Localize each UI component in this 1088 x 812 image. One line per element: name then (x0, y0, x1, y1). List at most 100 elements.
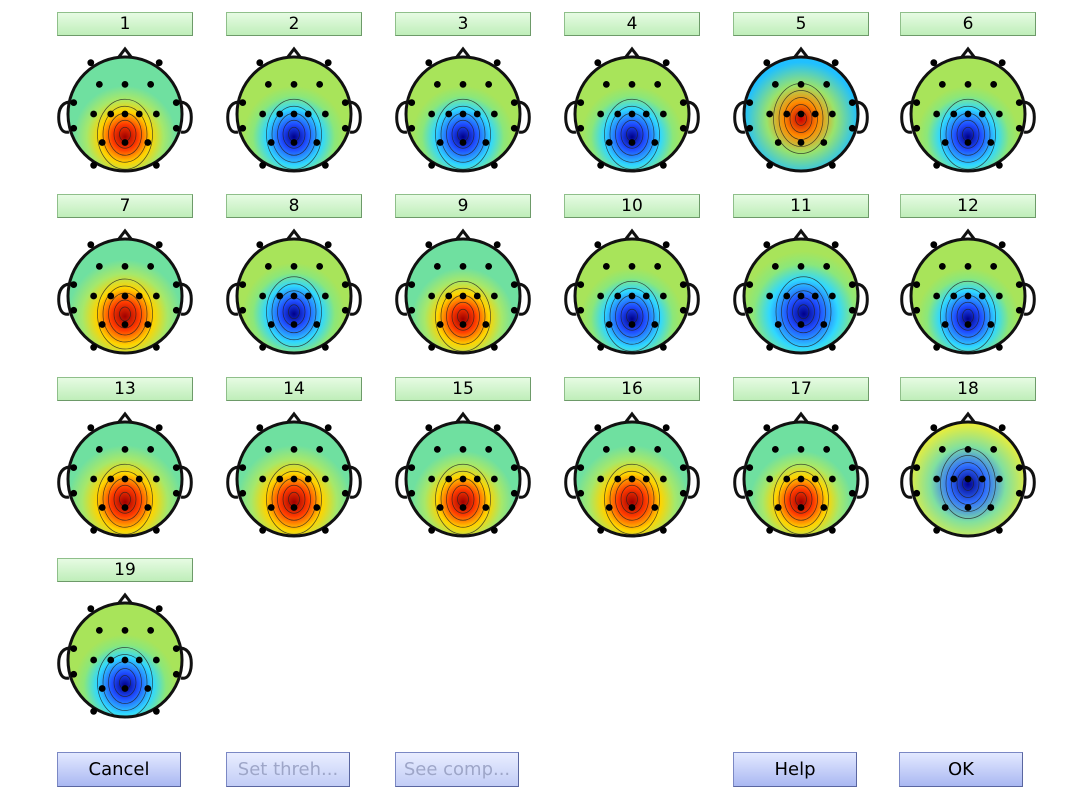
ok-button[interactable]: OK (899, 752, 1023, 787)
component-button-5[interactable]: 5 (733, 12, 869, 36)
electrode-dot (763, 59, 771, 67)
component-button-16[interactable]: 16 (564, 377, 700, 401)
electrode-dot (628, 321, 636, 328)
contour-line (282, 484, 306, 514)
contour-line (604, 280, 660, 352)
electrode-dot (998, 241, 1006, 249)
contour-line (102, 470, 148, 528)
electrode-dot (121, 504, 129, 511)
component-button-7[interactable]: 7 (57, 194, 193, 218)
electrode-dot (152, 343, 160, 351)
nose-outline (792, 411, 810, 424)
scalp-map-14[interactable] (226, 411, 362, 547)
electrode-dot (239, 99, 247, 106)
scalp-map-6[interactable] (900, 46, 1036, 182)
ear-outline (687, 100, 700, 134)
component-button-19[interactable]: 19 (57, 558, 193, 582)
scalp-map-5[interactable] (733, 46, 869, 182)
component-button-17[interactable]: 17 (733, 377, 869, 401)
scalp-map-15[interactable] (395, 411, 531, 547)
component-button-13[interactable]: 13 (57, 377, 193, 401)
scalp-map-1[interactable] (57, 46, 193, 182)
ear-outline (856, 100, 869, 134)
electrode-dot (428, 161, 436, 169)
electrode-dot (941, 139, 949, 146)
electrode-dot (90, 292, 98, 300)
component-button-8[interactable]: 8 (226, 194, 362, 218)
component-button-1[interactable]: 1 (57, 12, 193, 36)
component-button-6[interactable]: 6 (900, 12, 1036, 36)
electrode-dot (304, 475, 312, 483)
electrode-dot (679, 281, 687, 288)
scalp-map-12[interactable] (900, 228, 1036, 364)
scalp-map-11[interactable] (733, 228, 869, 364)
contour-line (945, 105, 991, 163)
electrode-dot (913, 489, 921, 497)
contour-line (789, 484, 813, 514)
scalp-map-2[interactable] (226, 46, 362, 182)
electrode-dot (90, 526, 98, 534)
electrode-dot (267, 139, 275, 146)
scalp-map-18[interactable] (900, 411, 1036, 547)
electrode-dot (172, 464, 180, 471)
electrode-dot (408, 99, 416, 106)
electrode-dot (147, 445, 155, 453)
component-button-18[interactable]: 18 (900, 377, 1036, 401)
electrode-dot (659, 526, 667, 534)
ear-outline (518, 282, 531, 316)
scalp-map-4[interactable] (564, 46, 700, 182)
contour-line (797, 304, 810, 320)
electrode-dot (493, 424, 501, 432)
scalp-map-10[interactable] (564, 228, 700, 364)
help-button[interactable]: Help (733, 752, 857, 787)
electrode-dot (239, 124, 247, 132)
ear-outline (733, 465, 746, 499)
ear-outline (564, 282, 577, 316)
contour-line (113, 484, 137, 514)
head-outline (235, 237, 353, 355)
electrode-dot (239, 489, 247, 497)
electrode-dot (831, 424, 839, 432)
electrode-dot (679, 489, 687, 497)
electrode-dot (341, 464, 349, 471)
component-button-10[interactable]: 10 (564, 194, 700, 218)
component-button-3[interactable]: 3 (395, 12, 531, 36)
electrode-dot (341, 489, 349, 497)
contour-line (781, 283, 826, 341)
electrode-dot (950, 475, 958, 483)
electrode-dot (797, 292, 805, 300)
scalp-map-16[interactable] (564, 411, 700, 547)
electrode-dot (820, 321, 828, 328)
contour-line (113, 668, 137, 697)
scalp-map-8[interactable] (226, 228, 362, 364)
scalp-map-13[interactable] (57, 411, 193, 547)
electrode-dot (172, 645, 180, 652)
component-button-9[interactable]: 9 (395, 194, 531, 218)
nose-outline (623, 46, 641, 59)
component-button-14[interactable]: 14 (226, 377, 362, 401)
electrode-dot (995, 292, 1003, 300)
component-button-11[interactable]: 11 (733, 194, 869, 218)
electrode-dot (763, 241, 771, 249)
component-button-15[interactable]: 15 (395, 377, 531, 401)
electrode-dot (774, 321, 782, 328)
nose-outline (116, 228, 134, 241)
electrode-dot (321, 343, 329, 351)
scalp-map-3[interactable] (395, 46, 531, 182)
electrode-dot (783, 475, 791, 483)
nose-outline (116, 411, 134, 424)
electrode-dot (256, 424, 264, 432)
electrode-dot (147, 80, 155, 88)
electrode-dot (848, 124, 856, 132)
cancel-button[interactable]: Cancel (57, 752, 181, 787)
electrode-dot (597, 292, 605, 300)
scalp-map-19[interactable] (57, 592, 193, 728)
component-button-12[interactable]: 12 (900, 194, 1036, 218)
scalp-map-9[interactable] (395, 228, 531, 364)
component-button-2[interactable]: 2 (226, 12, 362, 36)
contour-line (609, 470, 655, 528)
component-button-4[interactable]: 4 (564, 12, 700, 36)
scalp-map-7[interactable] (57, 228, 193, 364)
electrode-dot (428, 475, 436, 483)
scalp-map-17[interactable] (733, 411, 869, 547)
